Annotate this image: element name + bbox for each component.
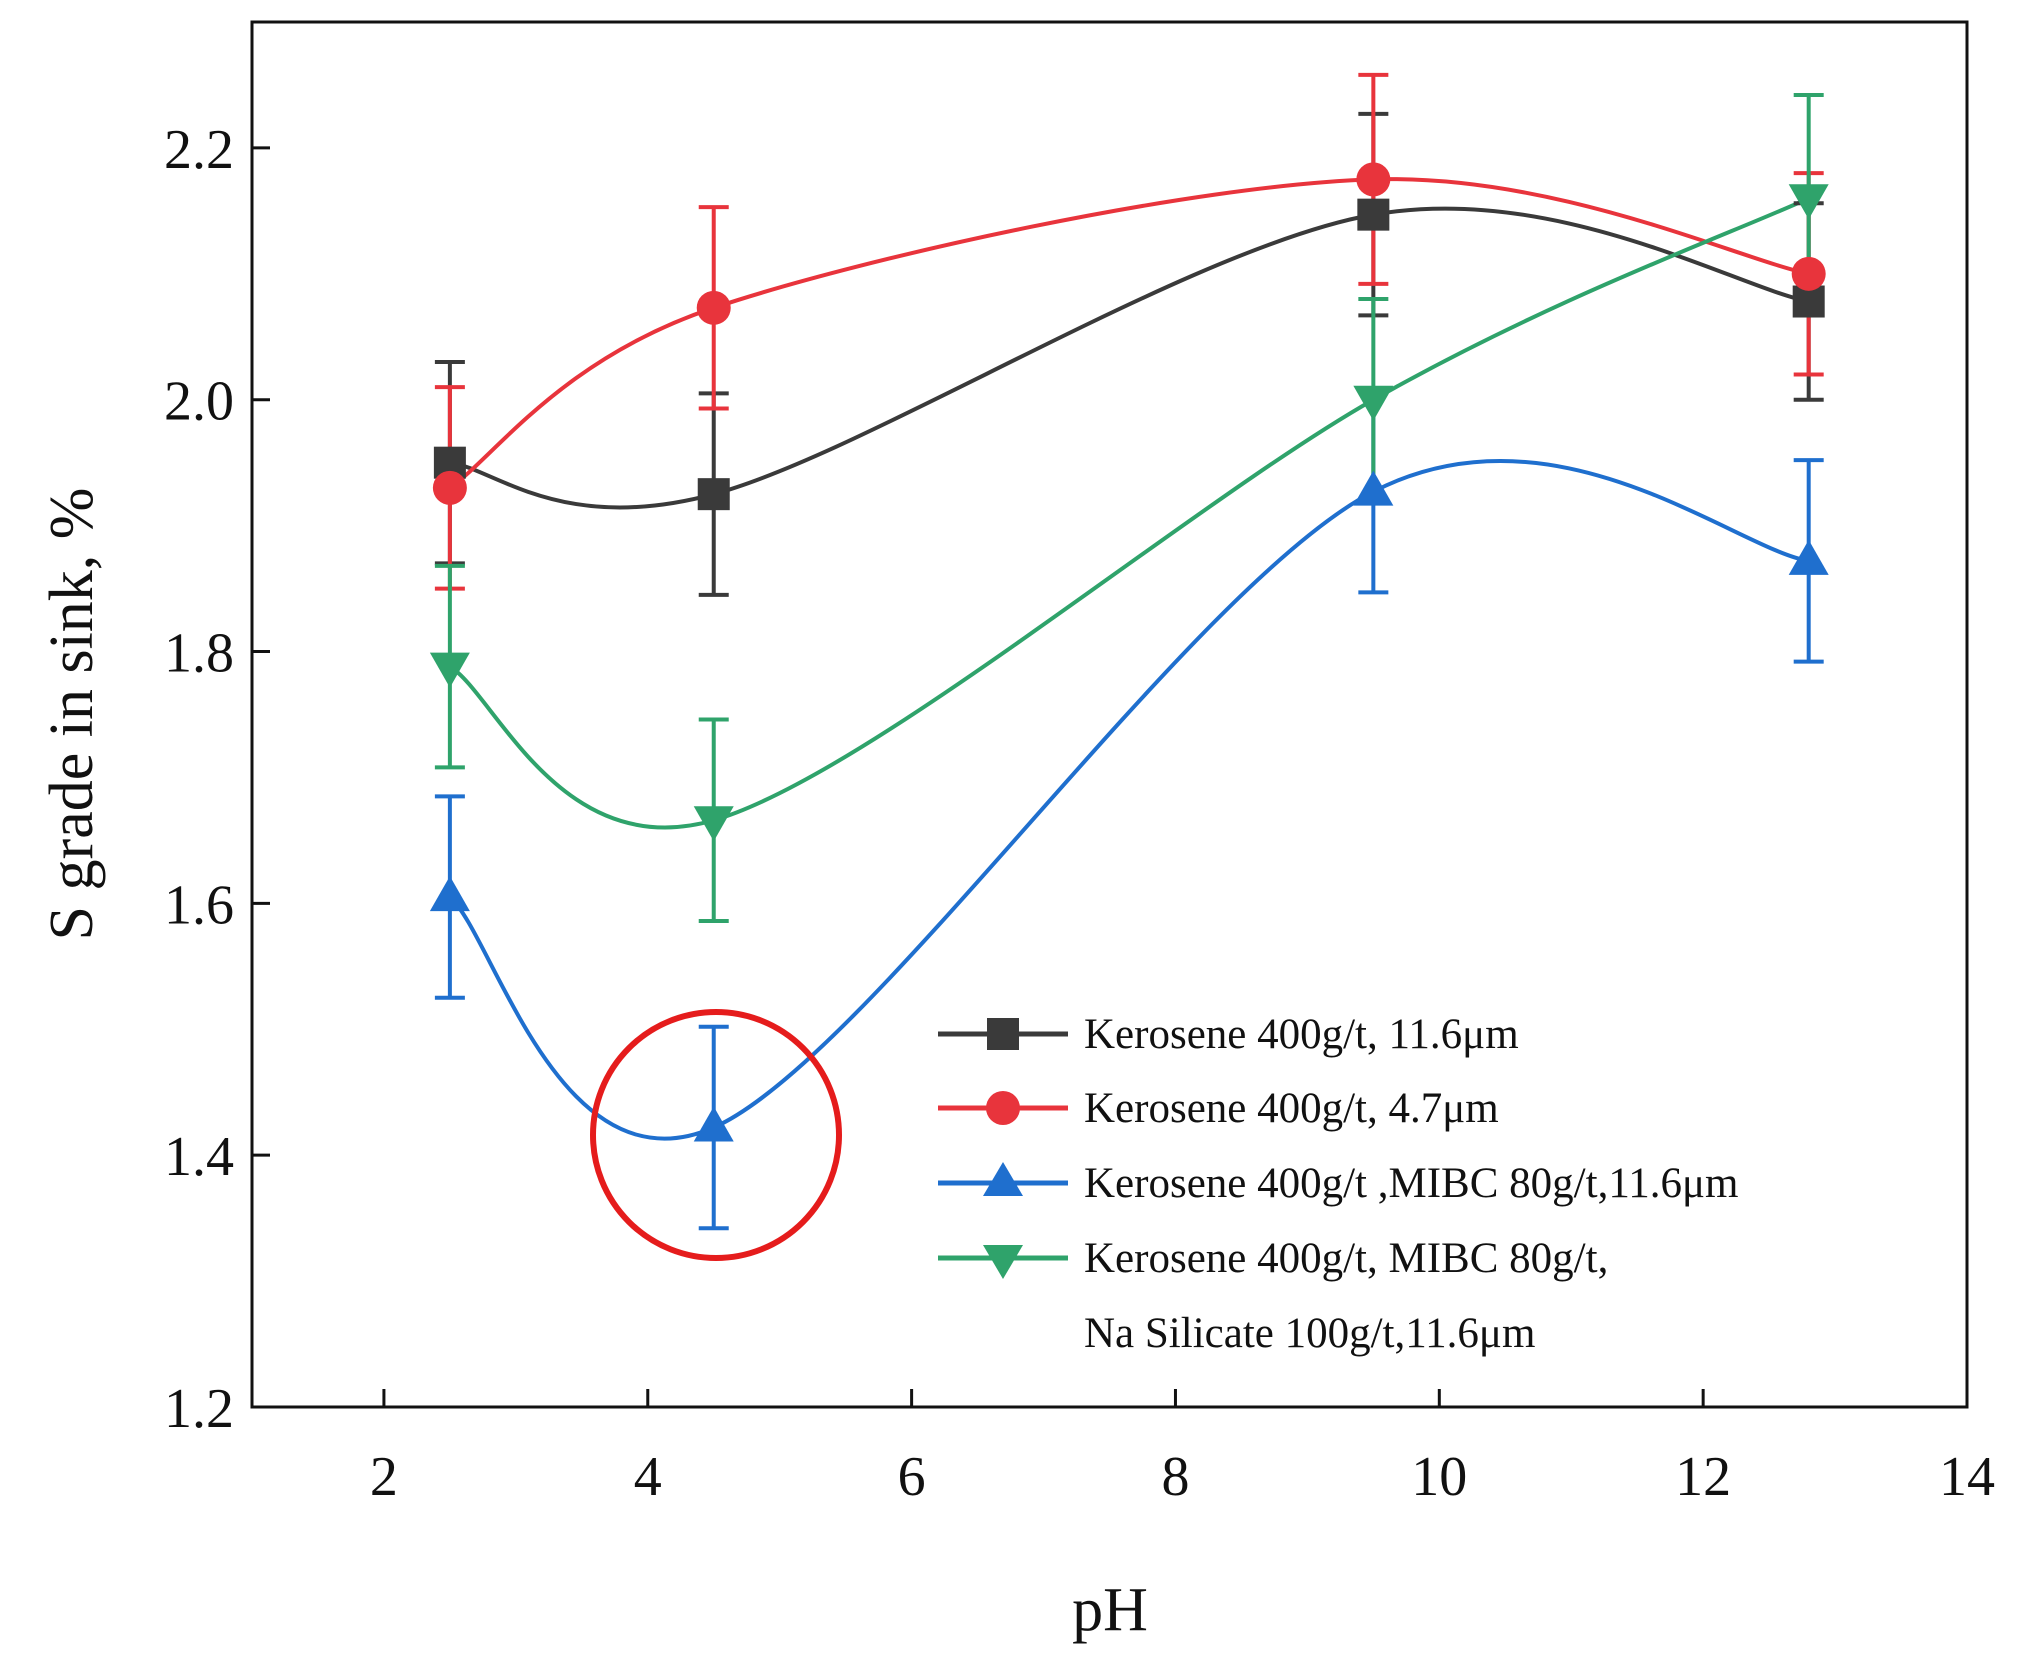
- series-4-point-1: [429, 652, 470, 688]
- y-tick-label-2.0: 2.0: [164, 371, 234, 433]
- y-axis-ticks: 1.2 1.4 1.6 1.8 2.0 2.2: [164, 119, 270, 1440]
- legend: Kerosene 400g/t, 11.6μm Kerosene 400g/t,…: [938, 1011, 1738, 1357]
- series-2-point-1: [432, 470, 467, 505]
- legend-label-4b: Na Silicate 100g/t,11.6μm: [1084, 1310, 1535, 1357]
- y-tick-label-1.8: 1.8: [164, 623, 234, 685]
- legend-entry-2: Kerosene 400g/t, 4.7μm: [938, 1085, 1499, 1132]
- y-tick-label-1.4: 1.4: [164, 1126, 234, 1188]
- series-1-point-4: [1792, 285, 1825, 318]
- x-axis-label: pH: [1072, 1576, 1148, 1644]
- series-2-point-4: [1791, 256, 1826, 291]
- y-tick-label-1.2: 1.2: [164, 1378, 234, 1440]
- series-3-point-4: [1788, 539, 1829, 575]
- series-2-point-2: [696, 290, 731, 325]
- x-tick-label-4: 4: [634, 1446, 662, 1508]
- legend-entry-1: Kerosene 400g/t, 11.6μm: [938, 1011, 1519, 1058]
- x-axis-ticks: 2 4 6 8 10 12 14: [370, 1389, 1995, 1508]
- x-tick-label-12: 12: [1675, 1446, 1731, 1508]
- series-3-curve: [448, 459, 1810, 1141]
- series-1-point-2: [697, 478, 730, 511]
- legend-label-3: Kerosene 400g/t ,MIBC 80g/t,11.6μm: [1084, 1160, 1738, 1207]
- series-2-point-3: [1356, 162, 1391, 197]
- y-tick-label-1.6: 1.6: [164, 874, 234, 936]
- series-markers: [429, 162, 1829, 1142]
- legend-marker-triangle-down: [983, 1245, 1023, 1279]
- series-4-point-4: [1788, 184, 1829, 220]
- x-tick-label-10: 10: [1411, 1446, 1467, 1508]
- legend-label-2: Kerosene 400g/t, 4.7μm: [1084, 1085, 1499, 1132]
- series-4-point-3: [1353, 385, 1394, 421]
- legend-entry-3: Kerosene 400g/t ,MIBC 80g/t,11.6μm: [938, 1160, 1738, 1207]
- plot-frame: [250, 20, 1969, 1409]
- series-3-point-1: [429, 876, 470, 912]
- series-4-point-2: [693, 806, 734, 842]
- legend-label-4a: Kerosene 400g/t, MIBC 80g/t,: [1084, 1235, 1608, 1282]
- legend-label-1: Kerosene 400g/t, 11.6μm: [1084, 1011, 1519, 1058]
- legend-marker-circle: [986, 1091, 1020, 1125]
- series-curves: [448, 177, 1810, 1141]
- x-tick-label-6: 6: [898, 1446, 926, 1508]
- y-axis-label: S grade in sink, %: [38, 488, 106, 941]
- series-3-point-3: [1353, 470, 1394, 506]
- legend-marker-triangle-up: [983, 1162, 1023, 1196]
- x-tick-label-8: 8: [1161, 1446, 1189, 1508]
- series-4-curve: [448, 196, 1810, 830]
- legend-marker-square: [987, 1018, 1019, 1050]
- series-3-point-2: [693, 1106, 734, 1142]
- series-2-curve: [448, 177, 1810, 490]
- x-tick-label-2: 2: [370, 1446, 398, 1508]
- y-tick-label-2.2: 2.2: [164, 119, 234, 181]
- series-1-curve: [449, 206, 1810, 510]
- series-1-point-3: [1357, 198, 1390, 231]
- highlight-circle-annotation: [590, 1009, 842, 1261]
- legend-entry-4: Kerosene 400g/t, MIBC 80g/t, Na Silicate…: [938, 1235, 1608, 1357]
- x-tick-label-14: 14: [1939, 1446, 1995, 1508]
